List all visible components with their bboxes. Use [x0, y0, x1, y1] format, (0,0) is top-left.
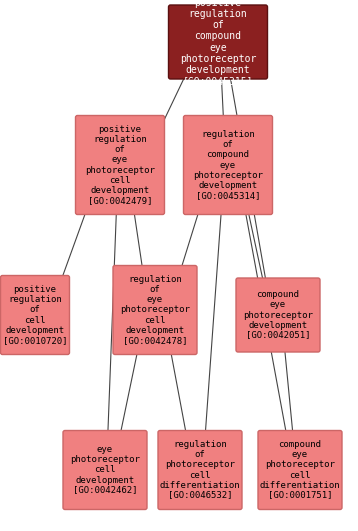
Text: compound
eye
photoreceptor
cell
differentiation
[GO:0001751]: compound eye photoreceptor cell differen… — [260, 440, 340, 500]
FancyBboxPatch shape — [63, 431, 147, 510]
FancyBboxPatch shape — [0, 276, 69, 355]
Text: positive
regulation
of
cell
development
[GO:0010720]: positive regulation of cell development … — [3, 285, 67, 345]
FancyBboxPatch shape — [258, 431, 342, 510]
FancyBboxPatch shape — [158, 431, 242, 510]
Text: regulation
of
compound
eye
photoreceptor
development
[GO:0045314]: regulation of compound eye photoreceptor… — [193, 130, 263, 200]
Text: compound
eye
photoreceptor
development
[GO:0042051]: compound eye photoreceptor development [… — [243, 290, 313, 340]
FancyBboxPatch shape — [76, 116, 164, 215]
Text: regulation
of
eye
photoreceptor
cell
development
[GO:0042478]: regulation of eye photoreceptor cell dev… — [120, 276, 190, 345]
Text: positive
regulation
of
compound
eye
photoreceptor
development
[GO:0045315]: positive regulation of compound eye phot… — [180, 0, 256, 86]
Text: regulation
of
photoreceptor
cell
differentiation
[GO:0046532]: regulation of photoreceptor cell differe… — [160, 440, 240, 500]
Text: positive
regulation
of
eye
photoreceptor
cell
development
[GO:0042479]: positive regulation of eye photoreceptor… — [85, 125, 155, 204]
FancyBboxPatch shape — [113, 266, 197, 355]
Text: eye
photoreceptor
cell
development
[GO:0042462]: eye photoreceptor cell development [GO:0… — [70, 446, 140, 494]
FancyBboxPatch shape — [169, 5, 267, 79]
FancyBboxPatch shape — [236, 278, 320, 352]
FancyBboxPatch shape — [184, 116, 272, 215]
